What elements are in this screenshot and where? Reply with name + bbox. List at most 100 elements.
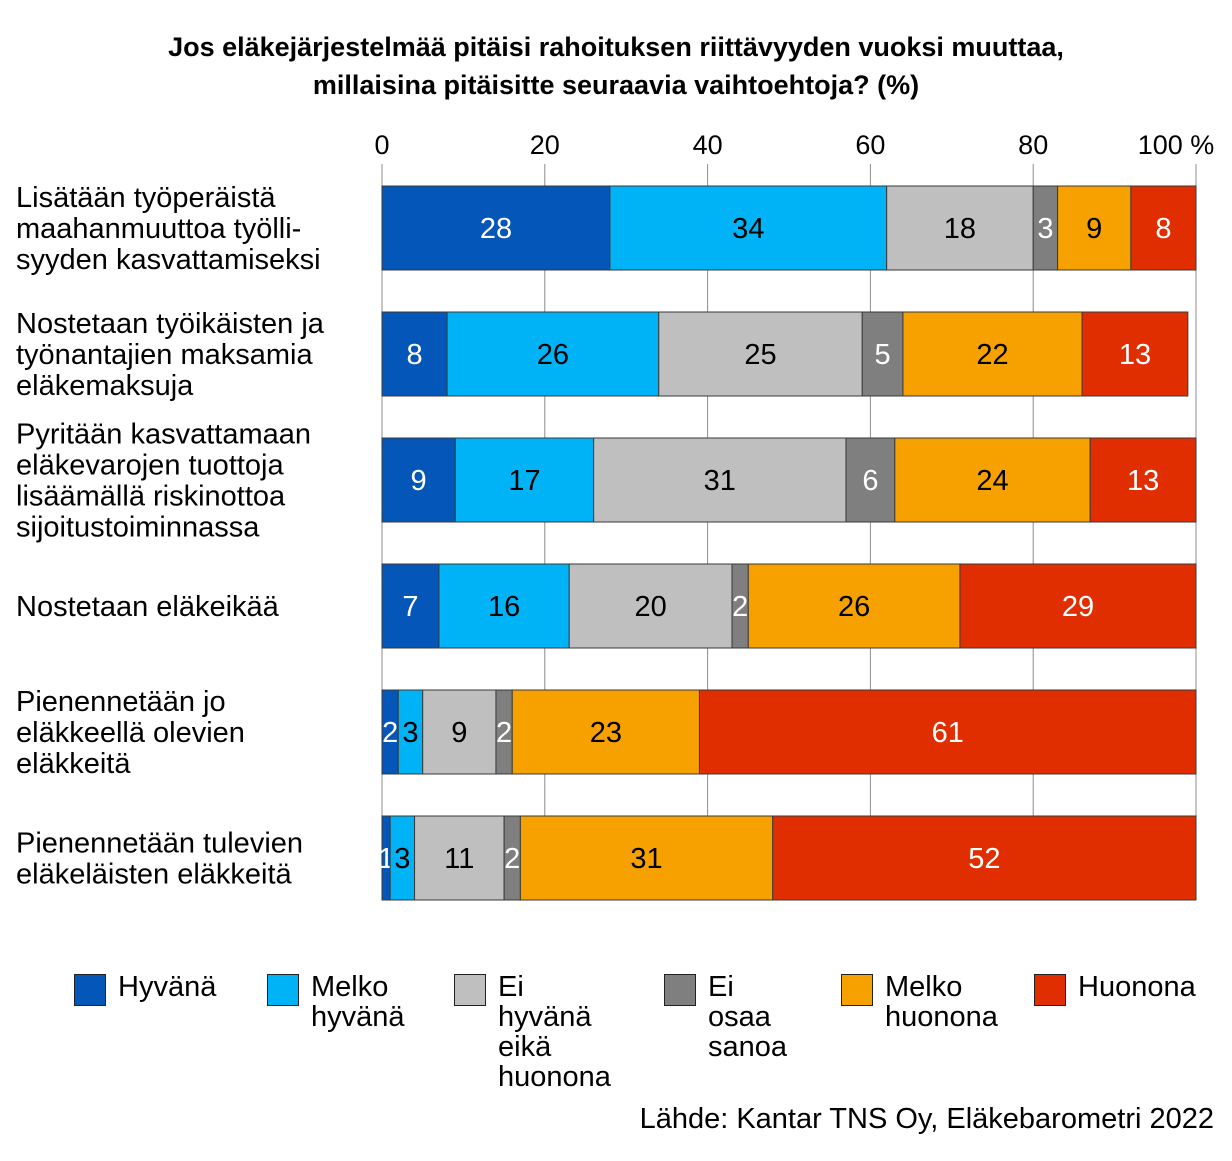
- category-label: eläkeläisten eläkkeitä: [16, 859, 293, 891]
- legend-label-melko-huonona: Melko huonona: [885, 971, 998, 1033]
- bar-segment: [519, 815, 774, 901]
- bar-segment: [568, 563, 733, 649]
- bar-segment: [886, 185, 1034, 271]
- legend-label-melko-hyvana: Melko hyvänä: [311, 971, 405, 1033]
- legend-swatch-melko-huonona: [841, 974, 873, 1006]
- bar-segment: [609, 185, 888, 271]
- bar-data-label: 2: [496, 717, 512, 749]
- x-tick-label: 0: [374, 130, 389, 160]
- bar-segment: [1089, 437, 1197, 523]
- bar-data-label: 3: [1037, 213, 1053, 245]
- legend-swatch-huonona: [1034, 974, 1066, 1006]
- bar-segment: [861, 311, 904, 397]
- bar-segment: [698, 689, 1197, 775]
- bar-data-label: 34: [732, 213, 764, 245]
- bar-data-label: 26: [838, 591, 870, 623]
- bar-segment: [1032, 185, 1059, 271]
- bar-segment: [845, 437, 896, 523]
- chart-title-line-1: Jos eläkejärjestelmää pitäisi rahoitukse…: [168, 32, 1064, 62]
- bar-data-label: 9: [411, 465, 427, 497]
- bar-data-label: 31: [630, 843, 662, 875]
- bar-data-label: 3: [402, 717, 418, 749]
- category-label: eläkkeellä olevien: [16, 717, 245, 749]
- bar-segment: [414, 815, 505, 901]
- bar-data-label: 16: [488, 591, 520, 623]
- x-tick-label: 20: [530, 130, 560, 160]
- category-label: Pyritään kasvattamaan: [16, 419, 311, 451]
- category-label: sijoitustoiminnassa: [16, 512, 260, 544]
- bar-data-label: 2: [732, 591, 748, 623]
- legend-label-ei-osaa-sanoa: Ei osaa sanoa: [708, 971, 788, 1063]
- bar-segment: [747, 563, 961, 649]
- category-label: Nostetaan työikäisten ja: [16, 308, 325, 340]
- bar-data-label: 3: [394, 843, 410, 875]
- bar-data-label: 20: [634, 591, 666, 623]
- bar-segment: [772, 815, 1197, 901]
- bar-data-label: 25: [744, 339, 776, 371]
- bar-data-label: 5: [875, 339, 891, 371]
- bar-segment: [454, 437, 595, 523]
- chart-title-line-2: millaisina pitäisitte seuraavia vaihtoeh…: [312, 70, 920, 100]
- bar-segment: [511, 689, 700, 775]
- bar-data-label: 31: [704, 465, 736, 497]
- bar-data-label: 9: [1086, 213, 1102, 245]
- bar-data-label: 29: [1062, 591, 1094, 623]
- x-tick-label: 80: [1018, 130, 1048, 160]
- category-label: eläkemaksuja: [16, 370, 194, 402]
- category-label: lisäämällä riskinottoa: [16, 481, 286, 513]
- bar-segment: [902, 311, 1083, 397]
- category-label: Pienennetään jo: [16, 686, 226, 718]
- bar-data-label: 52: [968, 843, 1000, 875]
- legend-label-huonona: Huonona: [1078, 971, 1196, 1003]
- bar-segment: [381, 311, 448, 397]
- category-label: maahanmuuttoa työlli-: [16, 213, 301, 245]
- bar-data-label: 24: [976, 465, 1008, 497]
- bar-segment: [381, 185, 611, 271]
- chart-title: Jos eläkejärjestelmää pitäisi rahoitukse…: [0, 28, 1232, 104]
- bar-segment: [389, 815, 416, 901]
- legend-label-hyvana: Hyvänä: [118, 971, 217, 1003]
- bar-data-label: 13: [1127, 465, 1159, 497]
- bar-segment: [593, 437, 847, 523]
- bar-data-label: 18: [944, 213, 976, 245]
- bar-data-label: 7: [402, 591, 418, 623]
- bar-data-label: 26: [537, 339, 569, 371]
- category-label: työnantajien maksamia: [16, 339, 313, 371]
- x-tick-label: 40: [693, 130, 723, 160]
- bar-segment: [446, 311, 660, 397]
- bar-data-label: 8: [1155, 213, 1171, 245]
- category-label: eläkkeitä: [16, 748, 131, 780]
- bar-data-label: 17: [508, 465, 540, 497]
- bar-segment: [397, 689, 424, 775]
- legend-swatch-ei-hyvana-eika-huonona: [454, 974, 486, 1006]
- bar-data-label: 23: [590, 717, 622, 749]
- x-tick-label: 100 %: [1138, 130, 1215, 160]
- legend-label-ei-hyvana-eika-huonona: Ei hyvänä eikä huonona: [498, 971, 611, 1093]
- category-label: Pienennetään tulevien: [16, 828, 303, 860]
- category-label: Lisätään työperäistä: [16, 182, 276, 214]
- bar-segment: [959, 563, 1197, 649]
- category-label: Nostetaan eläkeikää: [16, 591, 280, 623]
- category-label: syyden kasvattamiseksi: [16, 244, 321, 276]
- bar-segment: [438, 563, 570, 649]
- category-label: eläkevarojen tuottoja: [16, 450, 284, 482]
- legend-swatch-ei-osaa-sanoa: [664, 974, 696, 1006]
- legend-swatch-hyvana: [74, 974, 106, 1006]
- legend-swatch-melko-hyvana: [267, 974, 299, 1006]
- bar-data-label: 11: [444, 843, 474, 875]
- source-note: Lähde: Kantar TNS Oy, Eläkebarometri 202…: [639, 1103, 1214, 1135]
- bar-data-label: 9: [451, 717, 467, 749]
- bar-segment: [381, 563, 440, 649]
- bar-data-label: 2: [382, 717, 398, 749]
- bar-data-label: 6: [862, 465, 878, 497]
- bar-data-label: 13: [1119, 339, 1151, 371]
- bar-data-label: 22: [976, 339, 1008, 371]
- bar-data-label: 8: [406, 339, 422, 371]
- x-tick-label: 60: [855, 130, 885, 160]
- bar-data-label: 2: [504, 843, 520, 875]
- bar-segment: [1130, 185, 1197, 271]
- bar-data-label: 61: [932, 717, 964, 749]
- bar-data-label: 28: [480, 213, 512, 245]
- bar-segment: [894, 437, 1091, 523]
